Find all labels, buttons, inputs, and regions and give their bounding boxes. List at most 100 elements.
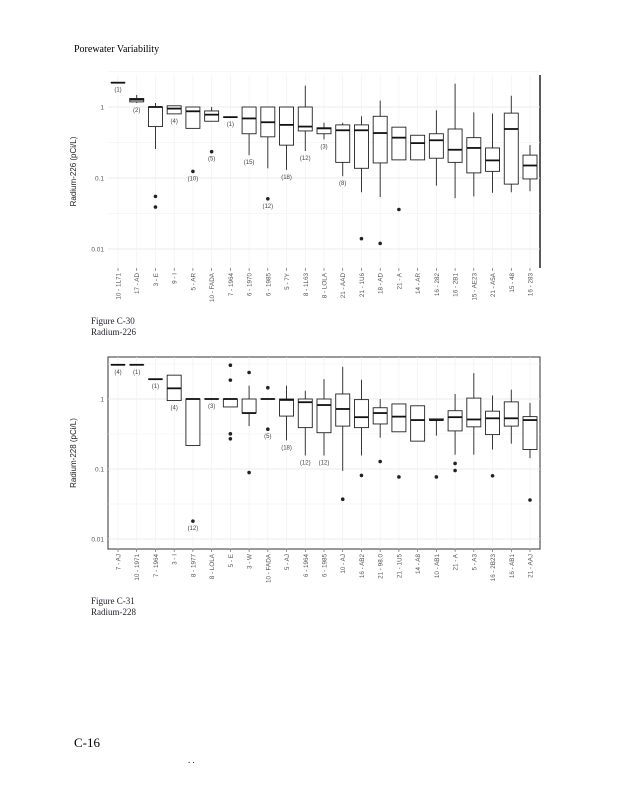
box-iqr — [503, 401, 519, 427]
box-iqr — [447, 128, 463, 163]
outlier-point — [266, 427, 270, 432]
x-tick-label: 18 - AD — [378, 273, 385, 294]
x-tick-label: 15 - AE23 — [471, 273, 478, 301]
box-6: (5) — [204, 107, 220, 163]
outlier-point — [153, 194, 158, 199]
y-axis-title: Radium-228 (pCi/L) — [69, 418, 78, 488]
box-iqr — [279, 106, 294, 146]
box-16 — [391, 403, 407, 479]
box-2: (1) — [129, 363, 145, 376]
box-22 — [503, 389, 519, 444]
figure-title: Radium-226 — [91, 327, 136, 337]
page-title: Porewater Variability — [74, 44, 160, 55]
outlier-point — [528, 498, 532, 502]
sample-count-label: (5) — [264, 434, 271, 440]
box-10: (18) — [279, 106, 294, 181]
sample-count-label: (12) — [300, 156, 311, 162]
outlier-point — [153, 205, 158, 209]
sample-count-label: (3) — [320, 144, 327, 150]
figure-caption: Figure C-30 Radium-226 — [91, 316, 136, 338]
box-15 — [372, 399, 388, 464]
box-iqr — [522, 416, 538, 450]
box-iqr — [166, 105, 182, 115]
outlier-point — [359, 473, 364, 478]
sample-count-label: (1) — [152, 384, 159, 390]
box-23 — [522, 145, 538, 192]
box-22 — [503, 95, 519, 193]
y-tick-label: 0.01 — [91, 247, 104, 254]
outlier-point — [228, 378, 233, 382]
box-7 — [222, 363, 238, 441]
box-iqr — [466, 137, 482, 174]
x-tick-label: 10 - 1L71 — [116, 273, 123, 300]
outlier-point — [209, 149, 214, 154]
box-12: (12) — [316, 379, 332, 466]
x-tick-label: 10 - AJ — [340, 554, 347, 574]
outlier-point — [359, 236, 364, 241]
outlier-point — [397, 475, 401, 479]
box-iqr — [391, 403, 407, 433]
y-tick-label: 0.1 — [95, 467, 104, 474]
box-14 — [354, 116, 369, 241]
box-iqr — [335, 124, 351, 163]
outlier-point — [247, 470, 251, 475]
sample-count-label: (18) — [281, 445, 292, 451]
outlier-point — [453, 468, 457, 473]
box-iqr — [522, 154, 538, 180]
sample-count-label: (10) — [188, 176, 199, 182]
sample-count-label: (2) — [133, 108, 140, 114]
x-tick-label: 21 - A — [396, 272, 403, 289]
x-tick-label: 16 - 282 — [434, 273, 441, 297]
box-23 — [522, 402, 538, 502]
sample-count-label: (1) — [227, 122, 234, 128]
y-tick-label: 0.01 — [91, 537, 104, 544]
sample-count-label: (8) — [339, 181, 346, 187]
box-iqr — [204, 110, 220, 122]
outlier-point — [378, 459, 382, 464]
box-9: (5) — [260, 385, 276, 440]
outlier-point — [434, 475, 439, 479]
x-tick-label: 5 - AJ — [284, 554, 291, 570]
x-tick-label: 14 - A8 — [415, 554, 422, 574]
sample-count-label: (4) — [171, 119, 178, 125]
x-tick-label: 5 - E — [228, 554, 235, 567]
box-iqr — [297, 398, 313, 429]
x-tick-label: 7 - 1964 — [228, 273, 235, 297]
box-1: (1) — [110, 81, 126, 94]
outlier-point — [228, 432, 233, 436]
x-tick-label: 16 - AB1 — [509, 554, 516, 579]
box-19 — [447, 83, 463, 199]
box-iqr — [222, 398, 238, 408]
x-tick-label: 10 - 1971 — [134, 554, 141, 581]
y-tick-label: 0.1 — [95, 176, 104, 183]
sample-count-label: (4) — [114, 370, 121, 376]
page-number: C-16 — [74, 735, 100, 750]
x-tick-label: 7 - 1964 — [153, 554, 160, 578]
x-tick-label: 7 - AJ — [116, 554, 123, 570]
box-iqr — [503, 112, 519, 185]
box-4: (4) — [166, 105, 182, 125]
figure-number: Figure C-30 — [91, 316, 135, 326]
box-iqr — [279, 398, 294, 417]
x-tick-label: 8 - LOLA — [322, 272, 329, 298]
outlier-point — [266, 385, 270, 390]
box-19 — [447, 393, 463, 473]
sample-count-label: (3) — [208, 404, 215, 410]
box-iqr — [297, 106, 313, 132]
x-tick-label: 10 - FADA — [265, 553, 272, 583]
outlier-point — [453, 461, 457, 466]
x-tick-label: 3 - E — [153, 273, 160, 286]
sample-count-label: (12) — [319, 460, 330, 466]
sample-count-label: (4) — [171, 406, 178, 412]
x-tick-label: 16 - AB2 — [359, 554, 366, 579]
x-tick-label: 14 - AR — [415, 273, 422, 294]
box-20 — [466, 373, 482, 455]
box-3 — [148, 102, 163, 209]
box-18 — [428, 110, 444, 186]
outlier-point — [228, 363, 233, 367]
radium-226-boxplot: 1 0.1 0.01 Radium-226 (pCi/L) 10 - 1L71 17 - … — [69, 71, 541, 302]
box-iqr — [354, 124, 369, 169]
x-tick-label: 21 - A5A — [490, 272, 497, 297]
box-iqr — [185, 106, 201, 129]
